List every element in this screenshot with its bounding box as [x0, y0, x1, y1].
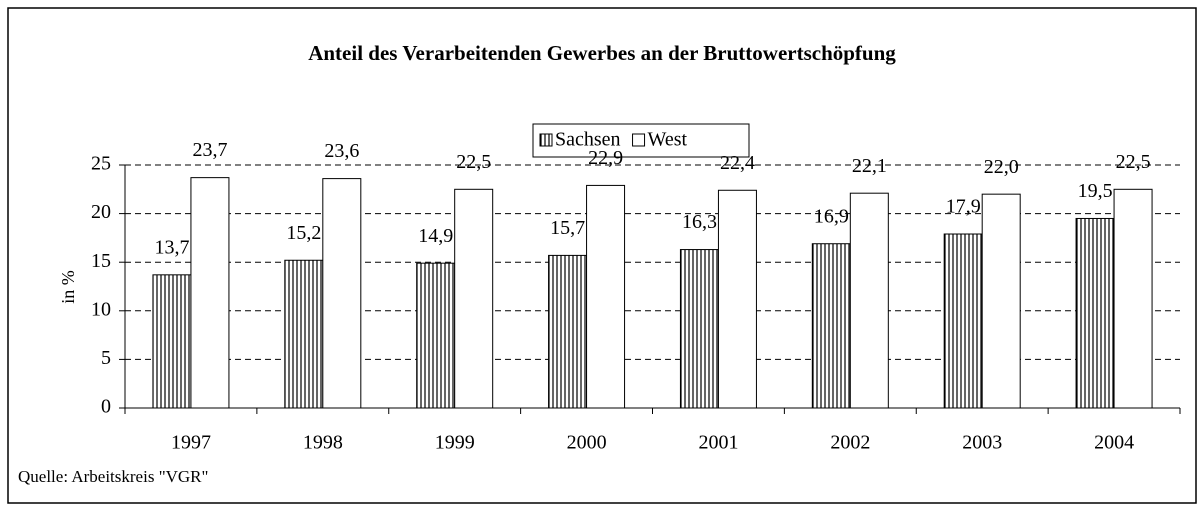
bar — [586, 184, 626, 409]
y-axis-label: in % — [58, 270, 78, 304]
value-label: 22,5 — [456, 151, 491, 173]
y-tick-label: 25 — [91, 153, 111, 175]
bar — [152, 274, 192, 409]
legend-swatch — [539, 133, 553, 147]
x-tick-label: 2003 — [962, 432, 1002, 454]
value-label: 14,9 — [418, 225, 453, 247]
value-label: 13,7 — [154, 236, 189, 258]
y-tick-label: 10 — [91, 298, 111, 320]
x-tick-label: 2002 — [830, 432, 870, 454]
bar — [679, 249, 719, 409]
bar — [454, 188, 494, 409]
y-tick-label: 0 — [101, 396, 111, 418]
bar — [943, 233, 983, 409]
bar — [548, 254, 588, 409]
value-label: 15,2 — [286, 222, 321, 244]
x-tick-label: 2004 — [1094, 432, 1134, 454]
value-label: 15,7 — [550, 217, 585, 239]
value-label: 22,5 — [1116, 151, 1151, 173]
bar — [849, 192, 889, 409]
value-label: 22,0 — [984, 156, 1019, 178]
bar — [717, 189, 757, 409]
legend-label: West — [648, 129, 688, 151]
value-label: 22,4 — [720, 152, 755, 174]
chart-title: Anteil des Verarbeitenden Gewerbes an de… — [308, 41, 896, 65]
bar — [284, 259, 324, 409]
x-tick-label: 1998 — [303, 432, 343, 454]
value-label: 22,9 — [588, 147, 623, 169]
source: Quelle: Arbeitskreis "VGR" — [18, 467, 208, 486]
value-label: 19,5 — [1078, 180, 1113, 202]
bar — [416, 262, 456, 409]
value-label: 16,3 — [682, 211, 717, 233]
value-label: 23,6 — [324, 140, 359, 162]
legend-label: Sachsen — [555, 129, 621, 151]
value-label: 17,9 — [946, 196, 981, 218]
bar — [981, 193, 1021, 409]
bar — [1075, 217, 1115, 409]
value-label: 22,1 — [852, 155, 887, 177]
x-tick-label: 1997 — [171, 432, 211, 454]
bar — [811, 243, 851, 409]
value-label: 23,7 — [192, 139, 227, 161]
value-label: 16,9 — [814, 205, 849, 227]
y-tick-label: 20 — [91, 201, 111, 223]
x-tick-label: 1999 — [435, 432, 475, 454]
y-tick-label: 15 — [91, 250, 111, 272]
legend-swatch — [632, 133, 646, 147]
bar — [190, 177, 230, 409]
bar — [1113, 188, 1153, 409]
x-tick-label: 2001 — [698, 432, 738, 454]
x-tick-label: 2000 — [567, 432, 607, 454]
y-tick-label: 5 — [101, 347, 111, 369]
bar — [322, 178, 362, 409]
